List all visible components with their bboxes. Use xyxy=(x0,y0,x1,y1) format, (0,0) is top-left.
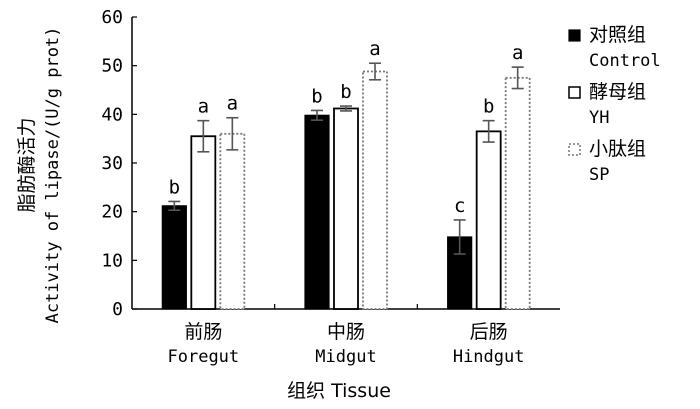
error-bar xyxy=(340,105,352,112)
y-tick-label: 30 xyxy=(101,153,123,174)
error-bar xyxy=(226,116,239,151)
legend: 对照组 Control 酵母组 YH 小肽组 SP xyxy=(568,24,661,185)
x-tick-label-cn: 中肠 xyxy=(327,321,365,343)
y-axis-label-en: Activity of lipase/(U/g prot) xyxy=(43,27,63,324)
significance-letter: b xyxy=(311,85,322,107)
x-tick-label-en: Foregut xyxy=(168,347,240,367)
significance-letter: b xyxy=(340,81,351,103)
x-axis-label: 组织 Tissue xyxy=(287,380,391,402)
y-tick-label: 0 xyxy=(112,299,123,320)
legend-label-en: Control xyxy=(589,51,661,71)
x-tick-label-en: Midgut xyxy=(315,347,376,367)
significance-letter: b xyxy=(483,96,494,118)
bar-control-foregut xyxy=(161,205,187,310)
error-bar xyxy=(482,119,495,143)
y-tick-label: 50 xyxy=(101,56,123,77)
x-tick-label-cn: 后肠 xyxy=(470,321,508,343)
significance-letter: a xyxy=(227,93,238,115)
legend-label-en: YH xyxy=(589,108,609,128)
y-tick-label: 60 xyxy=(101,7,123,28)
bar-sp-hindgut xyxy=(504,76,531,310)
legend-label-en: SP xyxy=(589,165,609,185)
bar-yh-hindgut xyxy=(475,130,502,310)
bar-yh-midgut xyxy=(333,107,359,310)
y-tick-label: 20 xyxy=(101,202,123,223)
x-tick-label-cn: 前肠 xyxy=(184,321,222,343)
significance-letter: a xyxy=(512,42,523,64)
legend-swatch-yh xyxy=(568,86,581,99)
legend-label-cn: 对照组 xyxy=(589,24,646,46)
error-bar xyxy=(197,119,210,153)
legend-label-cn: 小肽组 xyxy=(589,138,646,160)
bar-yh-foregut xyxy=(190,135,217,310)
bar-sp-foregut xyxy=(219,132,246,310)
error-bar xyxy=(453,219,466,255)
significance-letter: a xyxy=(198,96,209,118)
y-tick-label: 40 xyxy=(101,104,123,125)
significance-letter: a xyxy=(369,38,380,60)
y-tick-label: 10 xyxy=(101,250,123,271)
error-bar xyxy=(311,109,323,121)
legend-swatch-sp xyxy=(568,143,581,156)
tick-labels: 0 10 20 30 40 50 60 前肠 Foregut 中肠 Midgut 后肠 Hindgut xyxy=(101,7,524,367)
error-bar xyxy=(168,200,181,212)
significance-letter: c xyxy=(454,195,465,217)
x-tick-label-en: Hindgut xyxy=(453,347,525,367)
error-bar xyxy=(511,66,524,90)
legend-swatch-control xyxy=(568,29,581,42)
y-axis-label-cn: 脂肪酶活力 xyxy=(16,117,38,212)
bar-control-midgut xyxy=(304,114,330,310)
error-bar xyxy=(369,62,381,81)
legend-label-cn: 酵母组 xyxy=(589,81,646,103)
significance-letter: b xyxy=(169,176,180,198)
bar-sp-midgut xyxy=(362,70,388,310)
